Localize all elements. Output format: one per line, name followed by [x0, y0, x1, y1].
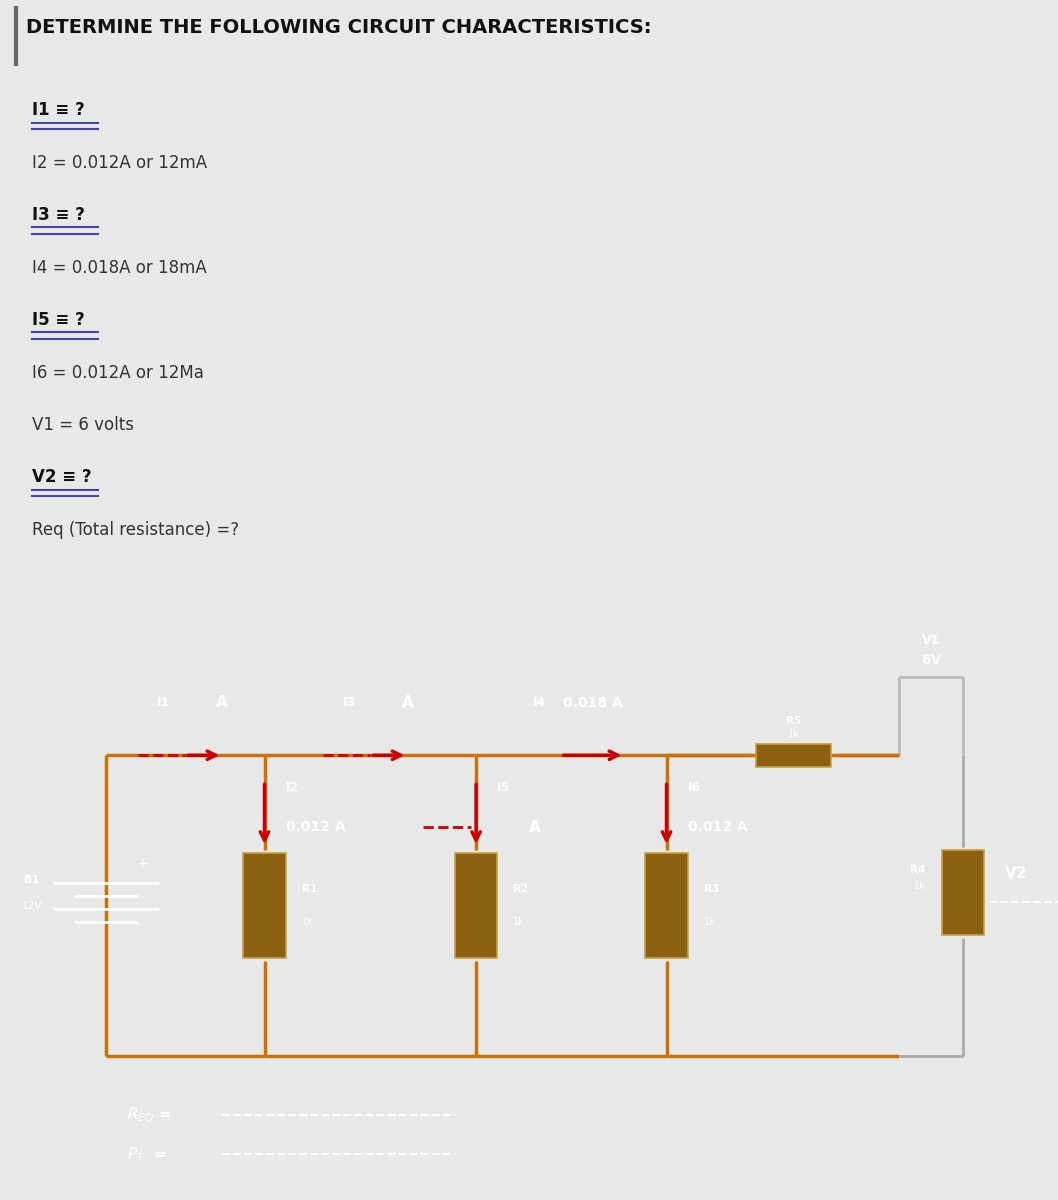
- Text: 0.012 A: 0.012 A: [286, 821, 345, 834]
- Bar: [942, 850, 984, 935]
- Text: +: +: [138, 857, 148, 870]
- Text: 1k: 1k: [704, 917, 715, 928]
- Text: I4: I4: [533, 696, 546, 709]
- Text: 6V: 6V: [920, 654, 942, 667]
- Bar: [645, 853, 688, 958]
- Text: 0.018 A: 0.018 A: [563, 696, 622, 710]
- Text: I3 ≡ ?: I3 ≡ ?: [32, 206, 85, 224]
- Text: DETERMINE THE FOLLOWING CIRCUIT CHARACTERISTICS:: DETERMINE THE FOLLOWING CIRCUIT CHARACTE…: [26, 18, 652, 37]
- Bar: [756, 744, 831, 767]
- Text: I1: I1: [158, 696, 170, 709]
- Text: R1: R1: [302, 884, 316, 894]
- Text: R2: R2: [513, 884, 528, 894]
- Text: I1 ≡ ?: I1 ≡ ?: [32, 102, 85, 120]
- Text: A: A: [401, 696, 414, 710]
- Text: R3: R3: [704, 884, 718, 894]
- Bar: [455, 853, 497, 958]
- Text: V2: V2: [1005, 865, 1027, 881]
- Text: R4: R4: [910, 865, 926, 875]
- Text: 1k: 1k: [302, 917, 313, 928]
- Text: I3: I3: [343, 696, 355, 709]
- Text: B1: B1: [24, 875, 39, 884]
- Text: A: A: [529, 820, 541, 835]
- Text: I6: I6: [688, 781, 700, 794]
- Text: V2 ≡ ?: V2 ≡ ?: [32, 468, 91, 486]
- Text: I5: I5: [497, 781, 511, 794]
- Text: 1k: 1k: [914, 881, 926, 892]
- Text: V1 = 6 volts: V1 = 6 volts: [32, 416, 133, 434]
- Text: $R_{EQ}$ =: $R_{EQ}$ =: [127, 1105, 171, 1124]
- Text: I5 ≡ ?: I5 ≡ ?: [32, 311, 85, 329]
- Text: 12V: 12V: [21, 901, 42, 911]
- Text: 1k: 1k: [787, 728, 800, 739]
- Text: $P_{T}$  =: $P_{T}$ =: [127, 1145, 167, 1164]
- Text: 0.012 A: 0.012 A: [688, 821, 747, 834]
- Text: I2 = 0.012A or 12mA: I2 = 0.012A or 12mA: [32, 154, 207, 172]
- Bar: [243, 853, 286, 958]
- Text: R5: R5: [786, 715, 801, 726]
- Text: Req (Total resistance) =?: Req (Total resistance) =?: [32, 521, 239, 539]
- Text: I2: I2: [286, 781, 299, 794]
- Text: V1: V1: [922, 635, 941, 647]
- Text: A: A: [216, 696, 229, 710]
- Text: I4 = 0.018A or 18mA: I4 = 0.018A or 18mA: [32, 259, 206, 277]
- Text: I6 = 0.012A or 12Ma: I6 = 0.012A or 12Ma: [32, 364, 203, 382]
- Text: 1k: 1k: [513, 917, 525, 928]
